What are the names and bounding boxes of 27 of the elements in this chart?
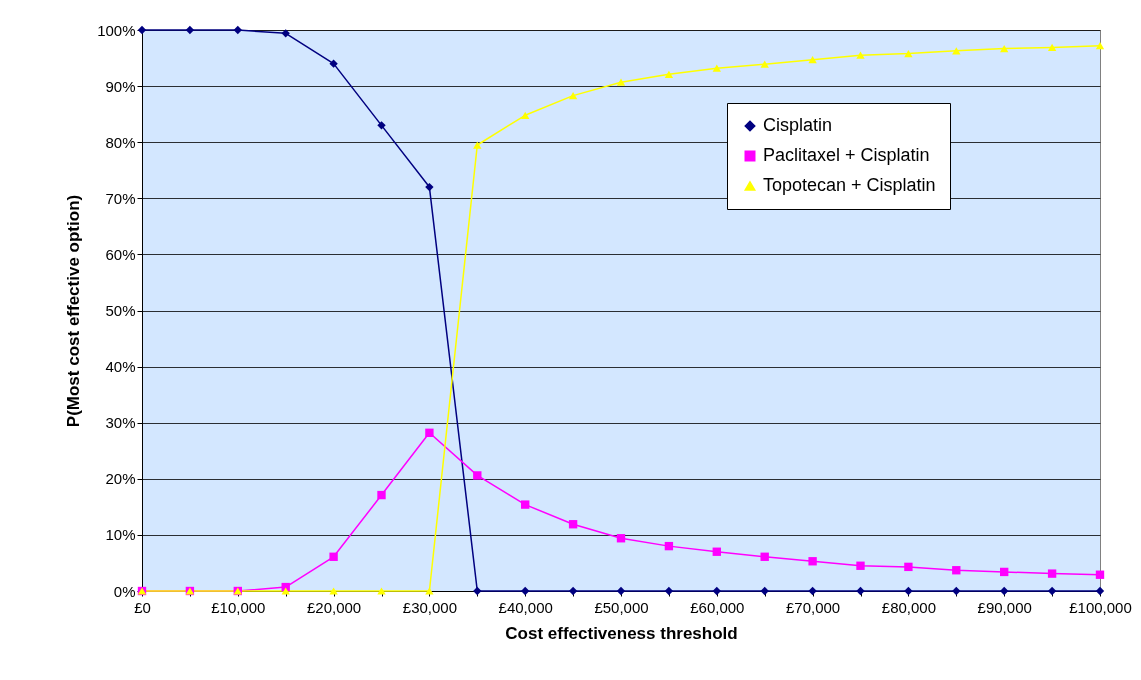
- y-tick-label: 70%: [105, 189, 136, 207]
- x-tick-label: £10,000: [211, 598, 266, 616]
- y-tick-label: 50%: [105, 302, 136, 319]
- y-axis-title: P(Most cost effective option): [64, 194, 84, 428]
- y-tick-label: 20%: [105, 470, 136, 488]
- legend-label: Topotecan + Cisplatin: [763, 175, 936, 195]
- legend-label: Paclitaxel + Cisplatin: [763, 145, 930, 165]
- x-tick-label: £20,000: [306, 598, 362, 616]
- x-axis-title: Cost effectiveness threshold: [505, 623, 738, 643]
- legend-label: Cisplatin: [763, 115, 833, 135]
- x-tick-label: £100,000: [1069, 598, 1132, 616]
- x-tick-label: £60,000: [690, 598, 745, 616]
- y-tick-label: 30%: [105, 414, 136, 432]
- y-tick-label: 80%: [105, 133, 136, 151]
- x-tick-label: £40,000: [498, 598, 553, 616]
- y-tick-label: 10%: [105, 526, 136, 544]
- x-tick-label: £0: [134, 598, 151, 616]
- y-tick-label: 90%: [105, 77, 136, 95]
- y-tick-label: 40%: [105, 358, 136, 376]
- y-tick-label: 60%: [105, 245, 136, 263]
- x-tick-label: £70,000: [785, 598, 841, 616]
- y-tick-label: 100%: [97, 21, 136, 39]
- x-tick-label: £90,000: [977, 598, 1032, 616]
- x-tick-label: £50,000: [594, 598, 649, 616]
- y-tick-label: 0%: [113, 582, 136, 600]
- x-tick-label: £30,000: [402, 598, 458, 616]
- x-tick-label: £80,000: [881, 598, 937, 616]
